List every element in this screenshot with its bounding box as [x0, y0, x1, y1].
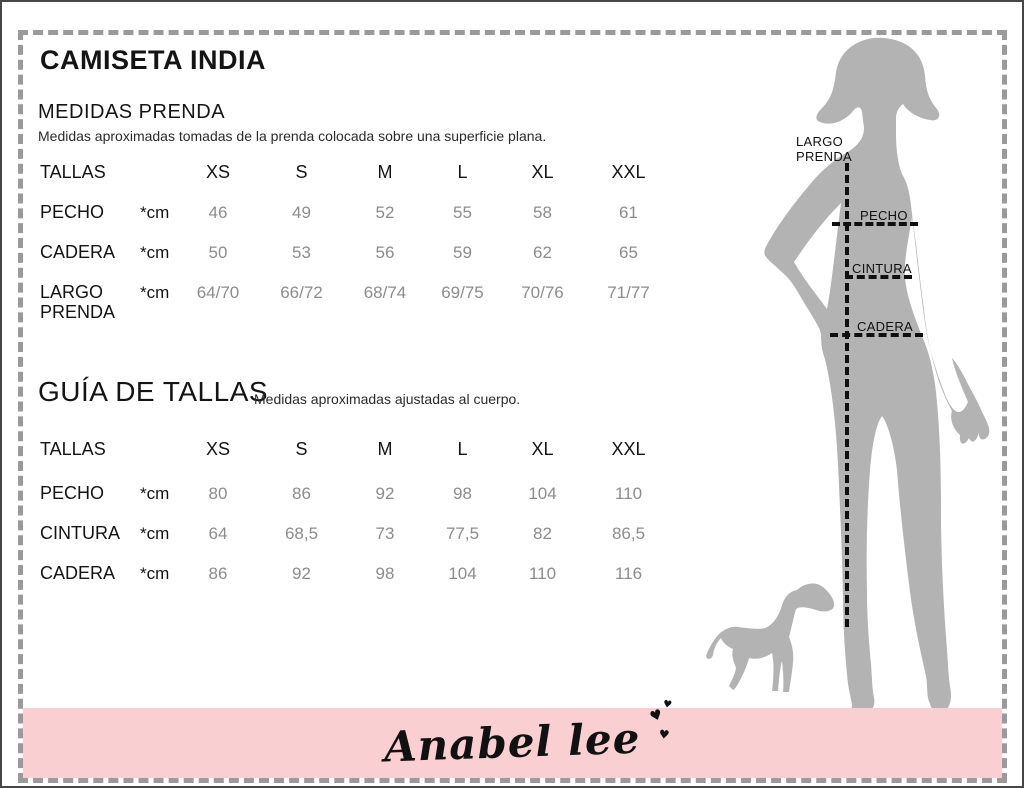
cell-value: 73	[375, 524, 395, 543]
cell-value: 77,5	[445, 524, 480, 543]
cell-value: 82	[533, 524, 552, 543]
column-header-size-l: L	[457, 439, 468, 459]
heart-icon: ♥	[662, 698, 675, 712]
row-label: PECHO	[40, 202, 105, 222]
dog-silhouette-illustration	[706, 583, 835, 692]
cell-value: 86	[292, 484, 311, 503]
row-label: CADERA	[40, 563, 116, 583]
cell-value: 70/76	[521, 283, 564, 302]
page-title: CAMISETA INDIA	[40, 45, 266, 75]
brand-logo-text: Anabel lee	[383, 713, 642, 772]
table-row-cadera: CADERA *cm 86 92 98 104 110 116	[40, 563, 672, 584]
cell-value: 61	[619, 203, 638, 222]
pecho-guide-line	[832, 222, 918, 226]
row-label: CINTURA	[40, 523, 120, 543]
cell-value: 68,5	[284, 524, 319, 543]
column-header-size-xxl: XXL	[611, 162, 646, 182]
figure-label-largo-prenda: LARGO PRENDA	[796, 134, 852, 164]
column-header-size-l: L	[457, 162, 468, 182]
column-header-size-m: M	[377, 439, 393, 459]
table-row-pecho: PECHO *cm 80 86 92 98 104 110	[40, 483, 672, 523]
row-unit: *cm	[140, 524, 170, 543]
garment-measures-heading: MEDIDAS PRENDA	[38, 101, 226, 123]
column-header-size-m: M	[377, 162, 393, 182]
row-unit: *cm	[140, 283, 170, 302]
table-header-row: TALLAS XS S M L XL XXL	[40, 162, 672, 202]
heart-icon: ♥	[658, 727, 672, 743]
column-header-size-s: S	[295, 162, 308, 182]
size-guide-subtitle: Medidas aproximadas ajustadas al cuerpo.	[254, 391, 521, 407]
footer-brand-band: Anabel lee ♥ ♥ ♥	[23, 699, 1002, 778]
column-header-size-xl: XL	[531, 162, 554, 182]
cell-value: 104	[448, 564, 477, 583]
cell-value: 58	[533, 203, 552, 222]
cell-value: 56	[375, 243, 395, 262]
cell-value: 64	[208, 524, 228, 543]
size-guide-heading: GUÍA DE TALLAS	[38, 376, 269, 407]
cell-value: 53	[292, 243, 311, 262]
garment-measures-table: TALLAS XS S M L XL XXL PECHO *cm 46 49 52 55 58 61 CADE…	[40, 162, 672, 322]
brand-logo: Anabel lee ♥ ♥ ♥	[384, 699, 675, 772]
cadera-guide-line	[830, 333, 923, 337]
cell-value: 104	[528, 484, 557, 503]
cintura-guide-line	[845, 275, 912, 279]
row-unit: *cm	[140, 564, 170, 583]
cell-value: 110	[614, 484, 643, 503]
column-header-size-xs: XS	[205, 162, 230, 182]
table-header-row: TALLAS XS S M L XL XXL	[40, 439, 672, 483]
column-header-size-xs: XS	[205, 439, 230, 459]
row-unit: *cm	[140, 243, 170, 262]
column-header-tallas: TALLAS	[40, 162, 106, 182]
cell-value: 49	[292, 203, 311, 222]
cell-value: 69/75	[441, 283, 484, 302]
cell-value: 55	[453, 203, 472, 222]
cell-value: 86,5	[611, 524, 646, 543]
column-header-tallas: TALLAS	[40, 439, 106, 459]
figure-label-cadera: CADERA	[857, 319, 913, 334]
figure-label-pecho: PECHO	[860, 208, 908, 223]
cell-value: 86	[208, 564, 228, 583]
row-label: PECHO	[40, 483, 105, 503]
column-header-size-s: S	[295, 439, 308, 459]
largo-prenda-guide-line	[845, 163, 849, 627]
cell-value: 92	[292, 564, 311, 583]
row-unit: *cm	[140, 484, 170, 503]
woman-silhouette-illustration	[764, 37, 990, 715]
table-row-pecho: PECHO *cm 46 49 52 55 58 61	[40, 202, 672, 242]
cell-value: 62	[533, 243, 552, 262]
cell-value: 92	[375, 484, 395, 503]
garment-measures-subtitle: Medidas aproximadas tomadas de la prenda…	[38, 128, 547, 144]
cell-value: 71/77	[607, 283, 650, 302]
cell-value: 66/72	[280, 283, 323, 302]
column-header-size-xl: XL	[531, 439, 554, 459]
cell-value: 116	[614, 564, 643, 583]
table-row-cadera: CADERA *cm 50 53 56 59 62 65	[40, 242, 672, 282]
row-label: CADERA	[40, 242, 116, 262]
size-guide-table: TALLAS XS S M L XL XXL PECHO *cm 80 86 92 98 104 110 CI…	[40, 439, 672, 584]
row-label: LARGO PRENDA	[40, 282, 116, 322]
figure-label-cintura: CINTURA	[852, 261, 912, 276]
cell-value: 59	[453, 243, 472, 262]
cell-value: 46	[208, 203, 228, 222]
cell-value: 98	[375, 564, 395, 583]
cell-value: 98	[453, 484, 472, 503]
cell-value: 65	[619, 243, 638, 262]
column-header-size-xxl: XXL	[611, 439, 646, 459]
row-unit: *cm	[140, 203, 170, 222]
cell-value: 110	[528, 564, 557, 583]
size-chart-sheet: CAMISETA INDIA MEDIDAS PRENDA Medidas ap…	[18, 30, 1007, 783]
table-row-largo-prenda: LARGO PRENDA *cm 64/70 66/72 68/74 69/75 70/76…	[40, 282, 672, 322]
table-row-cintura: CINTURA *cm 64 68,5 73 77,5 82 86,5	[40, 523, 672, 563]
cell-value: 64/70	[196, 283, 240, 302]
cell-value: 80	[208, 484, 228, 503]
cell-value: 52	[375, 203, 395, 222]
cell-value: 68/74	[363, 283, 407, 302]
cell-value: 50	[208, 243, 228, 262]
